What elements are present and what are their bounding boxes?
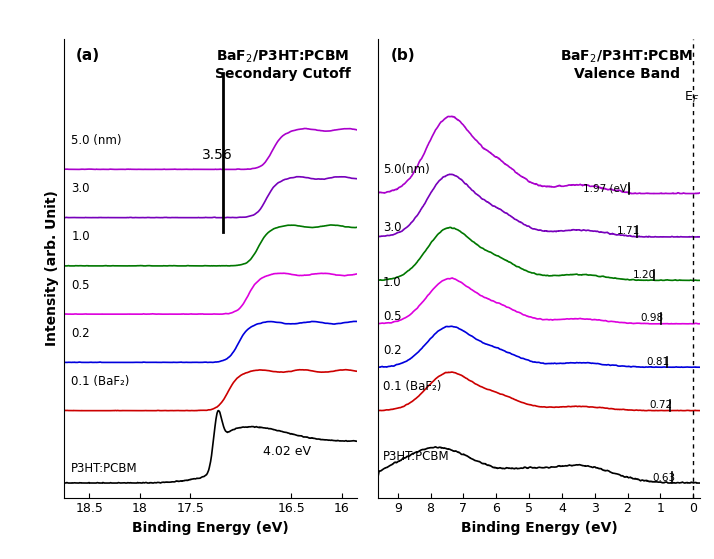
- Text: 0.81: 0.81: [646, 357, 669, 367]
- Text: P3HT:PCBM: P3HT:PCBM: [383, 450, 450, 463]
- Text: 1.71: 1.71: [616, 226, 640, 236]
- Text: 0.72: 0.72: [649, 400, 672, 410]
- Text: BaF$_2$/P3HT:PCBM
Valence Band: BaF$_2$/P3HT:PCBM Valence Band: [560, 48, 693, 81]
- Text: 3.0: 3.0: [383, 221, 401, 234]
- Text: 1.0: 1.0: [383, 276, 402, 290]
- Text: 0.5: 0.5: [71, 279, 90, 292]
- X-axis label: Binding Energy (eV): Binding Energy (eV): [132, 521, 289, 535]
- Text: 0.1 (BaF₂): 0.1 (BaF₂): [71, 375, 130, 388]
- Text: 1.0: 1.0: [71, 230, 90, 244]
- Text: 3.56: 3.56: [202, 148, 233, 162]
- Text: 0.5: 0.5: [383, 310, 401, 323]
- Text: E$_F$: E$_F$: [684, 89, 699, 105]
- Text: (b): (b): [391, 48, 416, 63]
- Text: 0.98: 0.98: [640, 314, 663, 323]
- Text: 3.0: 3.0: [71, 182, 90, 195]
- Y-axis label: Intensity (arb. Unit): Intensity (arb. Unit): [45, 191, 59, 346]
- Text: P3HT:PCBM: P3HT:PCBM: [71, 462, 138, 475]
- Text: 5.0 (nm): 5.0 (nm): [71, 134, 122, 147]
- Text: 0.63: 0.63: [652, 472, 675, 482]
- Text: 4.02 eV: 4.02 eV: [263, 445, 311, 458]
- Text: (a): (a): [76, 48, 100, 63]
- Text: 1.97 (eV): 1.97 (eV): [583, 183, 631, 193]
- X-axis label: Binding Energy (eV): Binding Energy (eV): [461, 521, 618, 535]
- Text: 0.1 (BaF₂): 0.1 (BaF₂): [383, 380, 441, 393]
- Text: 5.0(nm): 5.0(nm): [383, 163, 430, 176]
- Text: 0.2: 0.2: [383, 344, 402, 357]
- Text: 1.20: 1.20: [633, 270, 656, 280]
- Text: BaF$_2$/P3HT:PCBM
Secondary Cutoff: BaF$_2$/P3HT:PCBM Secondary Cutoff: [215, 48, 351, 81]
- Text: 0.2: 0.2: [71, 327, 90, 340]
